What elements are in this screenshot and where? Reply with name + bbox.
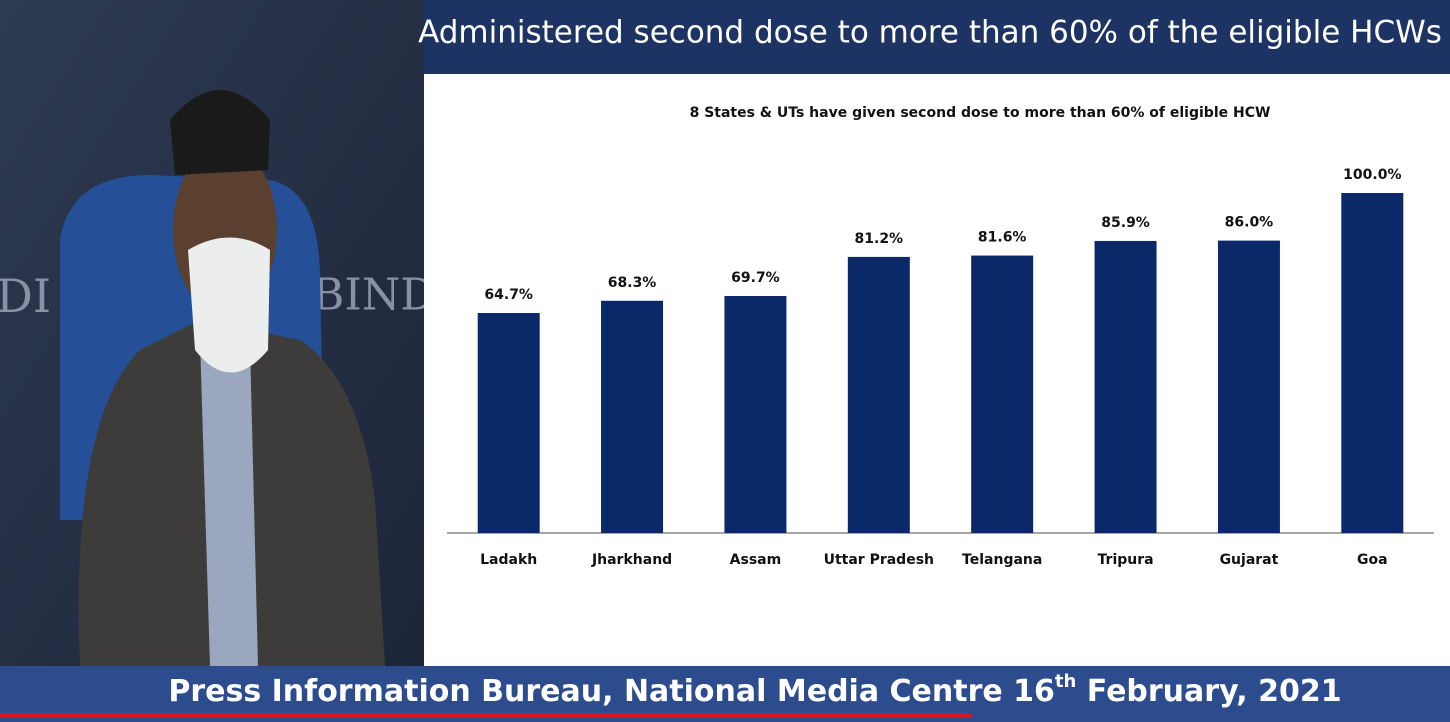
footer-part: Press Information Bureau, National Media…: [168, 674, 1055, 709]
x-tick-label: Tripura: [1098, 552, 1154, 568]
x-tick-label: Goa: [1357, 552, 1388, 568]
bar: [971, 255, 1034, 533]
x-tick-label: Telangana: [962, 552, 1042, 568]
shirt: [200, 340, 258, 666]
bar: [1341, 193, 1404, 533]
mask: [188, 237, 270, 373]
value-label: 86.0%: [1225, 215, 1274, 231]
bar: [1217, 240, 1280, 533]
x-tick-label: Assam: [730, 552, 782, 568]
bar: [724, 296, 787, 533]
value-label: 64.7%: [484, 287, 533, 303]
value-label: 69.7%: [731, 270, 780, 286]
footer-part: February, 2021: [1076, 674, 1341, 709]
x-tick-label: Gujarat: [1220, 552, 1279, 568]
value-label: 81.6%: [978, 230, 1027, 246]
footer-bar: [0, 666, 1450, 722]
value-label: 85.9%: [1101, 215, 1150, 231]
slide-title-bar: [424, 0, 1450, 74]
hair: [170, 90, 270, 175]
value-label: 68.3%: [608, 275, 657, 291]
footer-superscript: th: [1055, 671, 1076, 692]
x-tick-label: Jharkhand: [591, 552, 672, 568]
x-tick-label: Ladakh: [480, 552, 537, 568]
plot: Ladakh 64.7% Jharkhand 68.3% Assam 69.7% Uttar…: [477, 167, 1404, 568]
bar: [847, 256, 910, 533]
bar: [1094, 240, 1157, 533]
chart-title: 8 States & UTs have given second dose to…: [690, 105, 1271, 121]
chart-area: [424, 74, 1450, 666]
slide-title: Administered second dose to more than 60…: [418, 15, 1442, 51]
footer-text: Press Information Bureau, National Media…: [168, 671, 1341, 709]
bar: [477, 313, 540, 533]
progress-line: [0, 713, 972, 718]
backdrop-text: DI: [0, 269, 51, 323]
value-label: 81.2%: [855, 231, 904, 247]
bar: [601, 300, 664, 533]
value-label: 100.0%: [1343, 167, 1401, 183]
x-tick-label: Uttar Pradesh: [824, 552, 934, 568]
